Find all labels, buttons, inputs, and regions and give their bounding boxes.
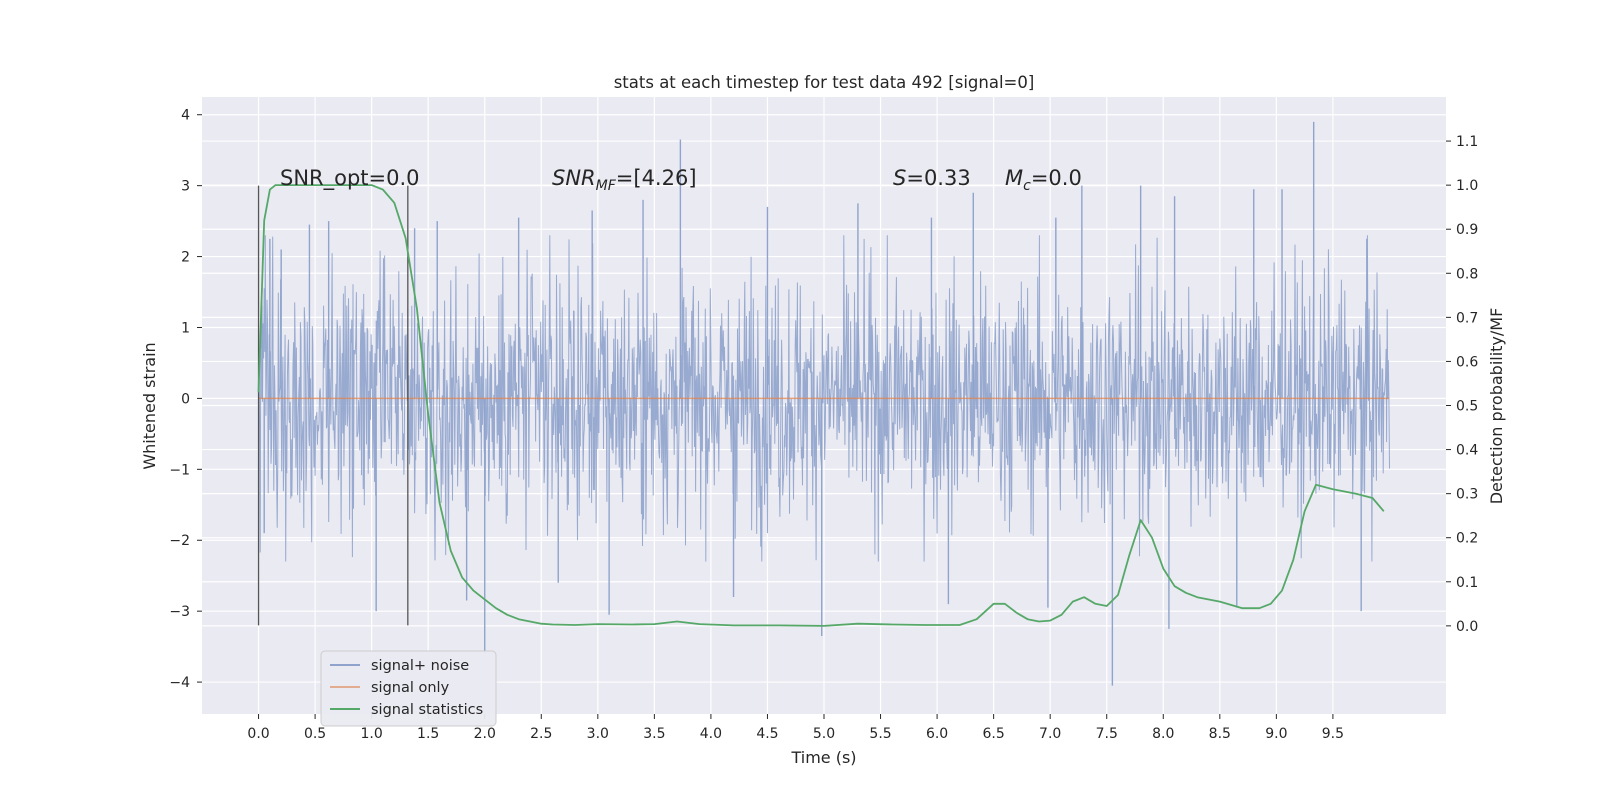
y-right-tick-label: 0.2 (1456, 531, 1478, 547)
y-right-tick-label: 0.4 (1456, 443, 1478, 459)
y-tick-label: 3 (181, 179, 190, 195)
signal-statistics-series (257, 184, 1385, 627)
x-tick-label: 6.0 (926, 726, 948, 742)
y-right-tick-label: 1.1 (1456, 134, 1478, 150)
annotation-s-symbol: S (893, 166, 906, 190)
x-axis-ticks: 0.0 0.5 1.0 1.5 2.0 2.5 3.0 3.5 4.0 4.5 5.0 5.5 6.0 6… (247, 714, 1344, 742)
y-right-tick-label: 0.0 (1456, 619, 1478, 635)
noise-series (258, 121, 1390, 686)
x-tick-label: 9.5 (1322, 726, 1344, 742)
x-tick-label: 4.5 (756, 726, 778, 742)
annotation-s: S=0.33 (893, 166, 971, 190)
legend-label-signal-statistics: signal statistics (371, 702, 483, 718)
x-tick-label: 5.0 (813, 726, 835, 742)
annotation-mc-value: =0.0 (1031, 166, 1082, 190)
legend: signal+ noise signal only signal statist… (320, 650, 497, 727)
y-tick-label: 1 (181, 320, 190, 336)
y-tick-label: 2 (181, 250, 190, 266)
x-tick-label: 9.0 (1265, 726, 1287, 742)
annotation-mc-symbol: M (1005, 166, 1023, 190)
annotation-s-value: =0.33 (906, 166, 970, 190)
legend-box (320, 650, 497, 727)
x-tick-label: 8.5 (1209, 726, 1231, 742)
x-tick-label: 0.5 (304, 726, 326, 742)
x-tick-label: 3.0 (587, 726, 609, 742)
annotation-mc-subscript: c (1023, 178, 1031, 194)
legend-label-signal-noise: signal+ noise (371, 658, 469, 674)
annotation-snr-mf-value: =[4.26] (616, 166, 697, 190)
x-tick-label: 7.0 (1039, 726, 1061, 742)
y-right-tick-label: 0.9 (1456, 222, 1478, 238)
y-tick-label: −1 (169, 462, 190, 478)
x-tick-label: 6.5 (983, 726, 1005, 742)
x-tick-label: 1.5 (417, 726, 439, 742)
x-tick-label: 2.5 (530, 726, 552, 742)
chart-title: stats at each timestep for test data 492… (614, 73, 1035, 92)
signal-statistics-line (257, 184, 1385, 627)
y-tick-label: −3 (169, 604, 190, 620)
x-tick-label: 5.5 (869, 726, 891, 742)
vertical-markers (257, 185, 409, 626)
y-tick-label: −2 (169, 533, 190, 549)
annotation-snr-mf-subscript: MF (596, 178, 617, 194)
y-tick-label: 0 (181, 391, 190, 407)
y-right-tick-label: 1.0 (1456, 178, 1478, 194)
annotation-snr-mf-symbol: SNR (552, 166, 596, 190)
x-axis-label: Time (s) (790, 748, 856, 767)
x-tick-label: 1.0 (361, 726, 383, 742)
y-axis-ticks: 4 3 2 1 0 −1 −2 −3 −4 (169, 108, 202, 691)
y-right-tick-label: 0.5 (1456, 399, 1478, 415)
y-right-tick-label: 0.6 (1456, 354, 1478, 370)
y-right-tick-label: 0.8 (1456, 266, 1478, 282)
legend-label-signal-only: signal only (371, 680, 450, 696)
y-axis-label: Whitened strain (140, 342, 159, 469)
noise-trace (258, 235, 1390, 562)
x-tick-label: 3.5 (643, 726, 665, 742)
y-right-axis-label: Detection probability/MF (1487, 308, 1506, 505)
annotation-snr-opt: SNR_opt=0.0 (280, 166, 420, 191)
y-right-tick-label: 0.1 (1456, 575, 1478, 591)
x-tick-label: 4.0 (700, 726, 722, 742)
x-tick-label: 2.0 (474, 726, 496, 742)
annotations: SNR_opt=0.0 SNRMF=[4.26] S=0.33 Mc=0.0 (280, 166, 1082, 194)
y-right-axis-ticks: 1.1 1.0 0.9 0.8 0.7 0.6 0.5 0.4 0.3 0.2 0.1 0.0 (1446, 134, 1478, 635)
y-tick-label: 4 (181, 108, 190, 124)
y-right-tick-label: 0.7 (1456, 310, 1478, 326)
x-tick-label: 0.0 (247, 726, 269, 742)
x-tick-label: 8.0 (1152, 726, 1174, 742)
x-tick-label: 7.5 (1096, 726, 1118, 742)
y-right-tick-label: 0.3 (1456, 487, 1478, 503)
y-tick-label: −4 (169, 675, 190, 691)
annotation-mc: Mc=0.0 (1005, 166, 1082, 194)
annotation-snr-mf: SNRMF=[4.26] (552, 166, 697, 194)
